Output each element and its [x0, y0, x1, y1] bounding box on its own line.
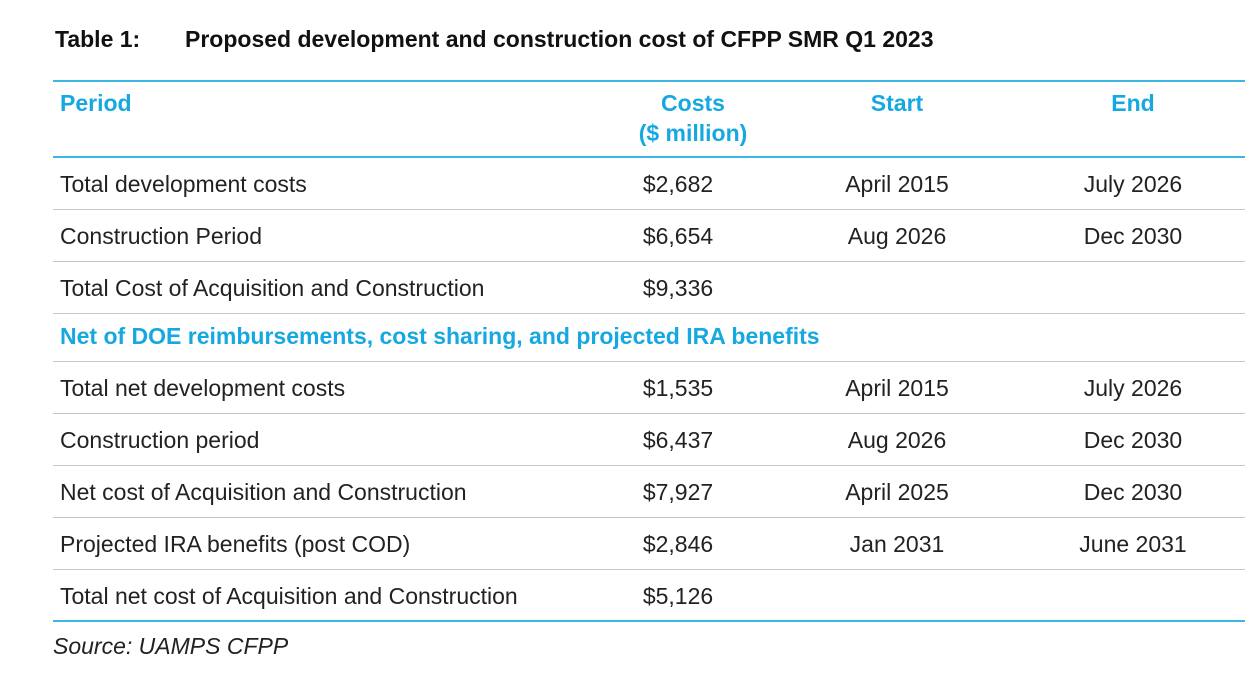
cell-start: April 2015 [845, 171, 949, 197]
cell-start: Aug 2026 [847, 427, 947, 453]
table-row: Total development costs $2,682 April 201… [53, 158, 1245, 210]
cell-cost: $9,336 [642, 275, 714, 301]
table-title: Proposed development and construction co… [185, 26, 934, 52]
cell-end: Dec 2030 [1083, 427, 1183, 453]
table-row: Construction period $6,437 Aug 2026 Dec … [53, 414, 1245, 466]
header-period: Period [60, 90, 132, 116]
table-row: Total net development costs $1,535 April… [53, 362, 1245, 414]
cell-start: Aug 2026 [847, 223, 947, 249]
cell-period: Net cost of Acquisition and Construction [60, 479, 467, 505]
cell-cost: $5,126 [642, 583, 714, 609]
cell-end: July 2026 [1083, 171, 1183, 197]
cell-cost: $1,535 [642, 375, 714, 401]
table-row: Total net cost of Acquisition and Constr… [53, 570, 1245, 622]
table-row: Net cost of Acquisition and Construction… [53, 466, 1245, 518]
table-row: Projected IRA benefits (post COD) $2,846… [53, 518, 1245, 570]
subheading-text: Net of DOE reimbursements, cost sharing,… [60, 323, 820, 349]
header-costs-label: Costs [661, 90, 725, 116]
cell-start: April 2025 [845, 479, 949, 505]
cell-period: Projected IRA benefits (post COD) [60, 531, 411, 557]
cell-period: Construction Period [60, 223, 262, 249]
cell-end: July 2026 [1083, 375, 1183, 401]
cell-period: Total Cost of Acquisition and Constructi… [60, 275, 485, 301]
cost-table: Period Costs ($ million) Start End Total… [53, 80, 1245, 622]
cell-cost: $6,654 [642, 223, 714, 249]
cell-cost: $2,846 [642, 531, 714, 557]
cell-end: Dec 2030 [1083, 223, 1183, 249]
cell-period: Total net cost of Acquisition and Constr… [60, 583, 518, 609]
source-note: Source: UAMPS CFPP [53, 633, 289, 659]
table-header: Period Costs ($ million) Start End [53, 80, 1245, 158]
section-subheading: Net of DOE reimbursements, cost sharing,… [53, 314, 1245, 362]
cell-cost: $7,927 [642, 479, 714, 505]
cell-start: April 2015 [845, 375, 949, 401]
table-number: Table 1: [55, 26, 141, 52]
header-costs-unit: ($ million) [638, 120, 748, 146]
cell-end: Dec 2030 [1083, 479, 1183, 505]
cell-end: June 2031 [1079, 531, 1187, 557]
cell-period: Total net development costs [60, 375, 346, 401]
table-row: Construction Period $6,654 Aug 2026 Dec … [53, 210, 1245, 262]
table-row: Total Cost of Acquisition and Constructi… [53, 262, 1245, 314]
header-start: Start [870, 90, 924, 116]
table-caption: Table 1: Proposed development and constru… [55, 26, 934, 53]
header-end: End [1111, 90, 1155, 116]
header-costs: Costs ($ million) [613, 88, 773, 148]
cell-cost: $6,437 [642, 427, 714, 453]
cell-period: Construction period [60, 427, 260, 453]
cell-period: Total development costs [60, 171, 307, 197]
cell-start: Jan 2031 [849, 531, 945, 557]
cell-cost: $2,682 [642, 171, 714, 197]
